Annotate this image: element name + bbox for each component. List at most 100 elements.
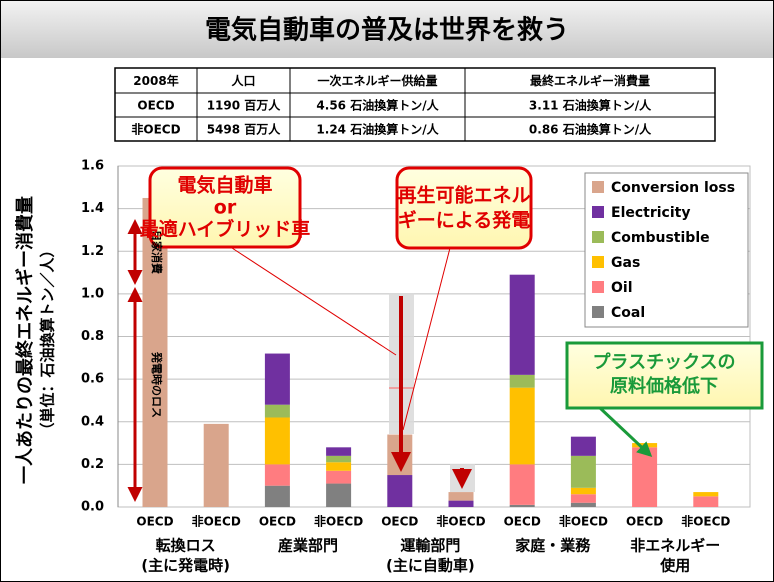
bar-segment [264, 417, 290, 465]
bar-segment [387, 475, 413, 507]
table-cell: 一次エネルギー供給量 [317, 73, 437, 88]
table-cell: 4.56 石油換算トン/人 [316, 98, 439, 113]
legend-label: Oil [611, 280, 633, 296]
group-label: (主に発電時) [141, 557, 230, 575]
bar-segment [203, 423, 229, 507]
x-tick-label: OECD [504, 515, 541, 529]
table-cell: 人口 [231, 73, 255, 88]
x-tick-label: 非OECD [314, 514, 363, 529]
legend-box [584, 172, 749, 328]
callout-text: 電気自動車 [177, 174, 272, 197]
bar-segment [326, 447, 352, 456]
legend-label: Combustible [611, 230, 710, 246]
table-cell: 1.24 石油換算トン/人 [316, 122, 439, 137]
annotation: 発電時のロス [150, 351, 164, 418]
bar-segment [142, 197, 168, 507]
callout-text: 最適ハイブリッド車 [140, 218, 311, 241]
y-axis-label: （単位：石油換算トン／人） [39, 242, 57, 437]
y-tick-label: 1.0 [81, 286, 104, 301]
bar-segment [509, 504, 535, 507]
pointer [231, 247, 397, 356]
y-tick-label: 0.6 [81, 372, 104, 387]
x-tick-label: OECD [259, 515, 296, 529]
x-tick-label: 非OECD [559, 514, 608, 529]
bar-segment [570, 494, 596, 503]
x-tick-label: OECD [136, 515, 173, 529]
title-banner [1, 1, 773, 58]
bar-segment [326, 455, 352, 463]
group-label: 運輸部門 [400, 537, 460, 555]
group-label: 非エネルギー [630, 537, 720, 555]
group-label: 転換ロス [156, 537, 216, 555]
legend-swatch [592, 206, 604, 218]
plot: 0.0 0.2 0.4 0.6 0.8 1.0 1.2 1.4 1.6 OECD 非OECD OECD… [14, 159, 751, 575]
table-cell: 3.11 石油換算トン/人 [529, 98, 652, 113]
y-tick-label: 0.0 [81, 500, 104, 515]
group-label: (主に自動車) [386, 557, 475, 575]
bar-segment [570, 502, 596, 507]
title: 電気自動車の普及は世界を救う [205, 15, 569, 46]
bar-segment [509, 374, 535, 388]
bar-segment [632, 447, 658, 507]
table-cell: OECD [137, 99, 174, 113]
bar-segment [448, 492, 474, 501]
callout [395, 166, 533, 250]
bar-segment [509, 464, 535, 505]
y-tick-label: 1.4 [81, 201, 104, 216]
bar-segment [570, 487, 596, 495]
table-cell: 非OECD [131, 122, 180, 137]
bar-segment [264, 485, 290, 507]
y-tick-label: 0.2 [81, 457, 104, 472]
bar-segment [264, 353, 290, 405]
table-cell: 5498 百万人 [207, 122, 282, 137]
callout [565, 341, 764, 410]
callout-text: or [214, 197, 237, 219]
callout-text: ギーによる発電 [398, 209, 530, 232]
x-tick-label: OECD [381, 515, 418, 529]
legend-swatch [592, 256, 604, 268]
legend-swatch [592, 281, 604, 293]
y-tick-label: 1.2 [81, 244, 104, 259]
table: 2008年 人口 一次エネルギー供給量 最終エネルギー消費量 OECD 1190 百万人 4… [114, 67, 716, 142]
legend-label: Coal [611, 305, 645, 321]
legend-swatch [592, 306, 604, 318]
x-tick-label: 非OECD [192, 514, 241, 529]
group-label: 産業部門 [278, 537, 338, 555]
annotation: 自家消費 [150, 230, 164, 274]
bar-segment [264, 464, 290, 486]
bar-segment [326, 470, 352, 484]
bar-segment [326, 483, 352, 507]
bar-segment [693, 496, 719, 507]
callout [148, 166, 302, 249]
x-tick-label: 非OECD [436, 514, 485, 529]
table-cell: 最終エネルギー消費量 [530, 73, 650, 88]
legend-swatch [592, 181, 604, 193]
callout-text: 原料価格低下 [610, 375, 718, 397]
x-tick-label: 非OECD [681, 514, 730, 529]
legend-label: Electricity [611, 205, 690, 221]
bar-segment [693, 492, 719, 497]
legend-swatch [592, 231, 604, 243]
bar-segment [509, 274, 535, 375]
pointer [598, 406, 653, 458]
table-cell: 0.86 石油換算トン/人 [529, 122, 652, 137]
table-frame [114, 67, 716, 142]
legend-label: Conversion loss [611, 180, 735, 196]
bar-segment [326, 462, 352, 471]
y-axis-label: 一人あたりの最終エネルギー消費量 [14, 196, 36, 484]
bar-segment [570, 436, 596, 456]
callout-text: プラスチックスの [592, 351, 735, 373]
bar-segment [264, 404, 290, 418]
y-tick-label: 0.8 [81, 329, 104, 344]
bar-segment [570, 455, 596, 488]
bar-segment [509, 387, 535, 465]
bar-segment [448, 500, 474, 507]
callout-text: 再生可能エネル [397, 184, 530, 207]
legend-label: Gas [611, 255, 640, 271]
group-label: 家庭・業務 [515, 537, 591, 555]
group-label: 使用 [659, 557, 690, 575]
y-tick-label: 0.4 [81, 414, 104, 429]
table-cell: 1190 百万人 [207, 98, 282, 113]
